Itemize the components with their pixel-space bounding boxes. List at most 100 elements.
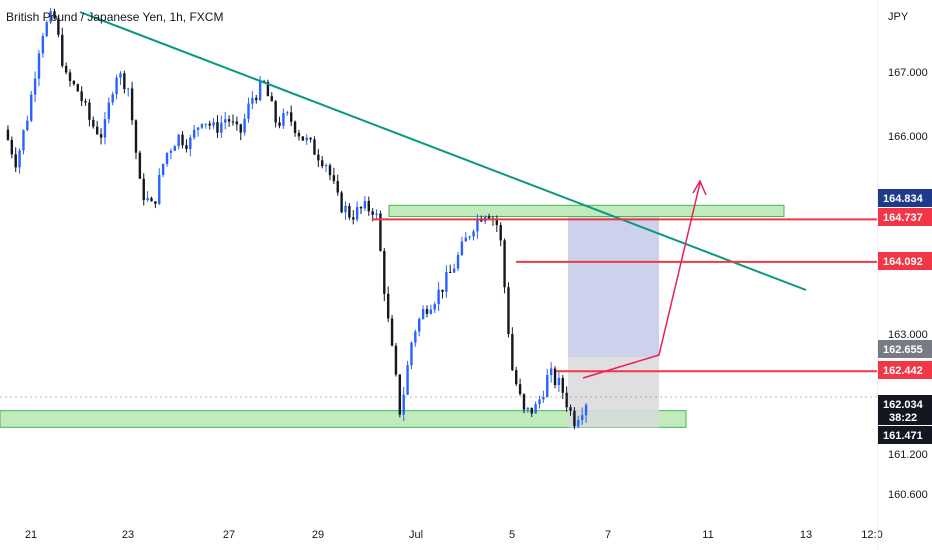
candle-body xyxy=(10,139,14,155)
candle-body xyxy=(336,181,339,193)
candle-body xyxy=(255,97,258,101)
candle-body xyxy=(518,384,522,395)
y-tick-label: 167.000 xyxy=(888,67,928,79)
candle-body xyxy=(406,365,409,395)
candle-body xyxy=(37,53,41,79)
candle-body xyxy=(429,309,433,314)
candle-body xyxy=(92,119,95,127)
candle-body xyxy=(107,102,111,120)
candle-body xyxy=(161,163,165,175)
descending-trendline xyxy=(79,11,807,291)
candle-body xyxy=(196,127,200,130)
candle-body xyxy=(386,293,390,319)
candle-body xyxy=(305,137,308,141)
candle-body xyxy=(192,129,196,138)
candle-body xyxy=(30,94,33,121)
candle-body xyxy=(57,18,60,35)
candle-body xyxy=(88,102,91,120)
candle-body xyxy=(111,94,114,103)
candle-body xyxy=(565,392,568,408)
candle-body xyxy=(499,224,502,241)
candle-body xyxy=(6,129,10,140)
candle-body xyxy=(421,309,425,319)
candle-body xyxy=(538,399,541,405)
candle-body xyxy=(359,207,363,209)
currency-label: JPY xyxy=(888,11,909,23)
y-tick-label: 161.200 xyxy=(888,449,928,461)
candle-body xyxy=(584,404,588,416)
candle-body xyxy=(251,97,254,104)
axis-divider xyxy=(877,0,878,550)
candle-body xyxy=(173,146,176,151)
candle-body xyxy=(80,91,83,102)
price-badge-countdown: 38:22 xyxy=(889,412,917,424)
candle-body xyxy=(577,420,580,427)
candle-body xyxy=(127,88,130,90)
candle-body xyxy=(33,78,37,95)
candle-body xyxy=(297,133,301,137)
candle-body xyxy=(169,150,173,153)
candle-body xyxy=(324,165,328,167)
candle-body xyxy=(355,207,359,220)
candles-layer xyxy=(6,7,588,430)
candle-body xyxy=(542,396,545,400)
candle-body xyxy=(452,268,456,273)
price-badge xyxy=(878,189,932,207)
candle-body xyxy=(64,65,68,73)
candle-body xyxy=(212,122,215,126)
candle-body xyxy=(313,139,316,155)
candle-body xyxy=(76,84,79,92)
price-badge-value: 164.834 xyxy=(883,193,924,205)
y-tick-label: 163.000 xyxy=(888,329,928,341)
price-axis[interactable]: JPY 167.000 166.000 163.000 161.200 160.600 xyxy=(888,11,928,501)
candle-body xyxy=(150,197,153,202)
candle-body xyxy=(158,174,161,204)
candle-body xyxy=(573,410,576,427)
candle-body xyxy=(130,88,134,121)
x-tick-label: 7 xyxy=(605,529,611,541)
drawings-layer xyxy=(0,11,877,398)
candle-body xyxy=(340,192,343,213)
candle-body xyxy=(522,394,526,410)
candle-body xyxy=(293,121,297,134)
candle-body xyxy=(235,121,239,125)
candle-body xyxy=(328,165,332,176)
x-tick-label: 13 xyxy=(800,529,812,541)
candle-body xyxy=(433,304,436,310)
candle-body xyxy=(390,318,394,346)
candle-body xyxy=(95,126,99,135)
candle-body xyxy=(557,377,561,386)
candle-body xyxy=(200,123,204,128)
candle-body xyxy=(274,101,277,123)
candle-body xyxy=(410,342,413,366)
price-badge-value: 162.442 xyxy=(883,365,923,377)
candle-body xyxy=(227,119,231,122)
y-tick-label: 166.000 xyxy=(888,131,928,143)
candle-body xyxy=(367,200,370,212)
candle-body xyxy=(549,368,553,376)
candle-body xyxy=(289,112,293,122)
candle-body xyxy=(165,152,169,164)
candle-body xyxy=(441,289,444,292)
time-axis[interactable]: 21 23 27 29 Jul 5 7 11 13 12:0 xyxy=(25,529,883,541)
candle-body xyxy=(181,134,184,146)
candle-body xyxy=(580,415,584,421)
candle-body xyxy=(243,118,246,133)
candle-body xyxy=(134,120,138,153)
candle-body xyxy=(53,11,56,19)
candle-body xyxy=(99,134,103,138)
candle-body xyxy=(123,73,126,90)
candle-body xyxy=(526,407,530,410)
candle-body xyxy=(68,72,72,81)
position-boxes-layer xyxy=(568,217,659,428)
candle-body xyxy=(530,407,533,414)
candle-body xyxy=(507,287,510,335)
symbol-title: British Pound / Japanese Yen, 1h, FXCM xyxy=(6,10,224,24)
candle-body xyxy=(511,334,514,371)
candle-body xyxy=(468,236,471,238)
price-badge-value: 164.737 xyxy=(883,212,923,224)
candle-body xyxy=(18,150,21,168)
candle-body xyxy=(317,154,320,161)
candle-body xyxy=(309,137,312,140)
